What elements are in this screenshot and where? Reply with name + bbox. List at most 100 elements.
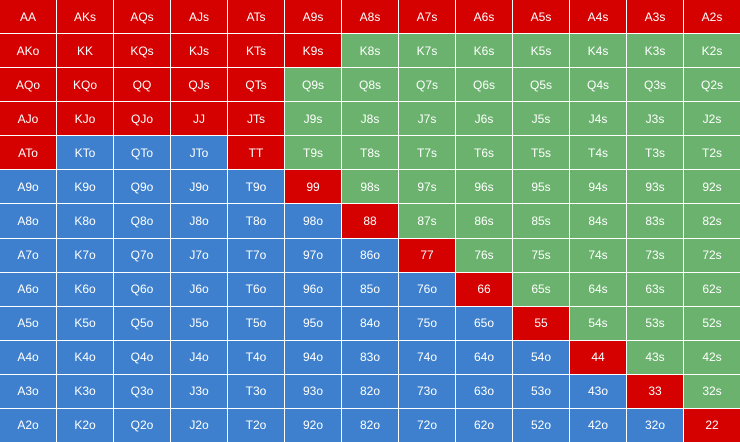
hand-cell: K2s — [684, 34, 740, 68]
hand-cell: QTo — [114, 136, 170, 170]
hand-cell: Q7s — [399, 68, 455, 102]
hand-cell: A8o — [0, 204, 56, 238]
hand-cell: 72s — [684, 238, 740, 272]
hand-cell: J4o — [171, 340, 227, 374]
hand-cell: A6s — [456, 0, 512, 34]
hand-cell: T3o — [228, 374, 284, 408]
hand-cell: QQ — [114, 68, 170, 102]
hand-cell: A2s — [684, 0, 740, 34]
hand-cell: 76o — [399, 272, 455, 306]
hand-cell: J8s — [342, 102, 398, 136]
hand-cell: 98s — [342, 170, 398, 204]
hand-cell: AJs — [171, 0, 227, 34]
hand-cell: J5s — [513, 102, 569, 136]
hand-cell: A9o — [0, 170, 56, 204]
hand-cell: 42o — [570, 408, 626, 442]
hand-cell: K7o — [57, 238, 113, 272]
hand-cell: K8s — [342, 34, 398, 68]
hand-cell: A5o — [0, 306, 56, 340]
hand-cell: ATo — [0, 136, 56, 170]
hand-cell: A7o — [0, 238, 56, 272]
hand-cell: 75o — [399, 306, 455, 340]
hand-cell: 97s — [399, 170, 455, 204]
hand-cell: J3s — [627, 102, 683, 136]
hand-cell: J2s — [684, 102, 740, 136]
hand-cell: 82o — [342, 374, 398, 408]
hand-cell: T7o — [228, 238, 284, 272]
hand-cell: T7s — [399, 136, 455, 170]
hand-cell: 54o — [513, 340, 569, 374]
hand-cell: 43s — [627, 340, 683, 374]
hand-cell: 84s — [570, 204, 626, 238]
hand-cell: 55 — [513, 306, 569, 340]
hand-cell: 86s — [456, 204, 512, 238]
hand-cell: AKs — [57, 0, 113, 34]
hand-cell: A4s — [570, 0, 626, 34]
hand-cell: 52s — [684, 306, 740, 340]
hand-cell: Q8o — [114, 204, 170, 238]
hand-cell: 72o — [399, 408, 455, 442]
hand-cell: 62o — [456, 408, 512, 442]
hand-cell: Q9o — [114, 170, 170, 204]
hand-cell: K3s — [627, 34, 683, 68]
hand-cell: A8s — [342, 0, 398, 34]
hand-cell: K4o — [57, 340, 113, 374]
hand-cell: JTs — [228, 102, 284, 136]
hand-cell: 53s — [627, 306, 683, 340]
hand-cell: 84o — [342, 306, 398, 340]
hand-cell: 93s — [627, 170, 683, 204]
hand-cell: T2o — [228, 408, 284, 442]
hand-cell: 74s — [570, 238, 626, 272]
hand-cell: Q7o — [114, 238, 170, 272]
hand-cell: K2o — [57, 408, 113, 442]
hand-cell: 73s — [627, 238, 683, 272]
hand-cell: 86o — [342, 238, 398, 272]
hand-cell: AKo — [0, 34, 56, 68]
hand-cell: 63o — [456, 374, 512, 408]
hand-cell: 85o — [342, 272, 398, 306]
hand-cell: J9o — [171, 170, 227, 204]
hand-cell: A3o — [0, 374, 56, 408]
hand-cell: 99 — [285, 170, 341, 204]
hand-cell: 33 — [627, 374, 683, 408]
hand-cell: 66 — [456, 272, 512, 306]
hand-cell: 53o — [513, 374, 569, 408]
hand-cell: 22 — [684, 408, 740, 442]
hand-cell: 95s — [513, 170, 569, 204]
hand-cell: K6o — [57, 272, 113, 306]
hand-cell: 92s — [684, 170, 740, 204]
hand-cell: 44 — [570, 340, 626, 374]
hand-cell: T5o — [228, 306, 284, 340]
hand-cell: J8o — [171, 204, 227, 238]
hand-cell: K5o — [57, 306, 113, 340]
hand-cell: ATs — [228, 0, 284, 34]
hand-cell: 96s — [456, 170, 512, 204]
hand-cell: AQs — [114, 0, 170, 34]
hand-cell: T9o — [228, 170, 284, 204]
hand-cell: AJo — [0, 102, 56, 136]
hand-cell: K6s — [456, 34, 512, 68]
hand-cell: 65s — [513, 272, 569, 306]
hand-cell: JTo — [171, 136, 227, 170]
hand-cell: T8s — [342, 136, 398, 170]
hand-cell: Q4s — [570, 68, 626, 102]
hand-cell: T8o — [228, 204, 284, 238]
hand-cell: J9s — [285, 102, 341, 136]
hand-cell: Q2s — [684, 68, 740, 102]
hand-cell: J2o — [171, 408, 227, 442]
hand-cell: A6o — [0, 272, 56, 306]
hand-cell: K5s — [513, 34, 569, 68]
hand-cell: T2s — [684, 136, 740, 170]
hand-cell: 87s — [399, 204, 455, 238]
hand-cell: Q8s — [342, 68, 398, 102]
hand-cell: 83o — [342, 340, 398, 374]
hand-cell: Q3o — [114, 374, 170, 408]
hand-cell: KJo — [57, 102, 113, 136]
hand-cell: 63s — [627, 272, 683, 306]
hand-cell: A7s — [399, 0, 455, 34]
hand-cell: T6o — [228, 272, 284, 306]
hand-cell: J6o — [171, 272, 227, 306]
hand-cell: 75s — [513, 238, 569, 272]
hand-cell: Q6s — [456, 68, 512, 102]
hand-cell: 73o — [399, 374, 455, 408]
